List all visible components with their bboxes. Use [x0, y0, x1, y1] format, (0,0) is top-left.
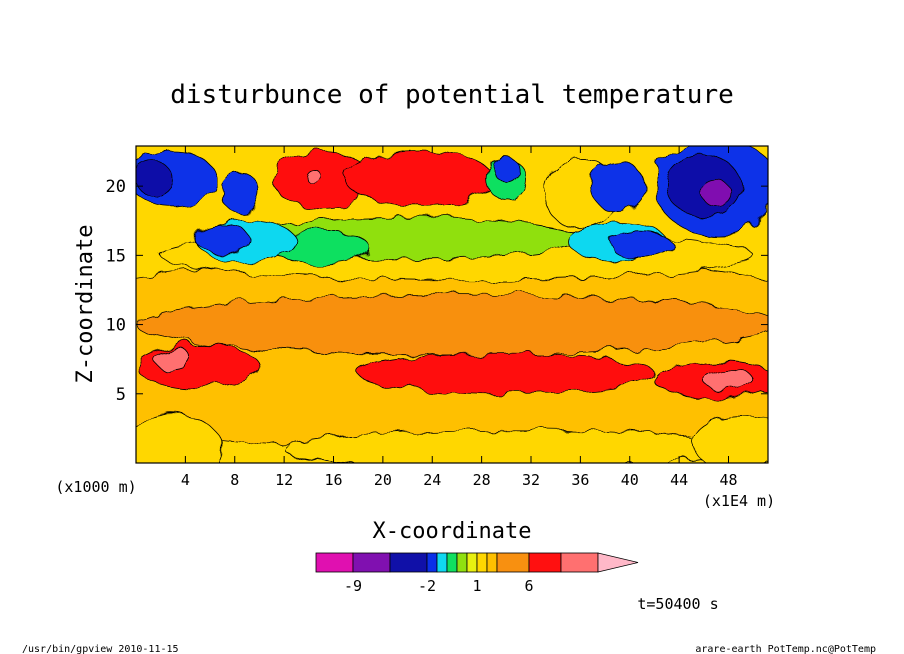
contour-region-18	[345, 151, 495, 208]
colorbar-tick-label: -9	[344, 577, 362, 595]
footer-program: /usr/bin/gpview 2010-11-15	[22, 644, 179, 654]
x-axis-label: X-coordinate	[373, 519, 532, 544]
colorbar-band	[466, 552, 478, 573]
contour-regions	[136, 146, 768, 463]
y-tick-label: 15	[106, 246, 126, 266]
contour-region-3	[136, 343, 260, 389]
x-tick-label: 48	[719, 471, 737, 489]
x-tick-label: 24	[423, 471, 441, 489]
x-tick-label: 28	[473, 471, 491, 489]
contour-region-15	[194, 224, 250, 253]
colorbar: -9 -2 1 6	[315, 552, 639, 595]
colorbar-band	[486, 552, 498, 573]
y-axis-label: Z-coordinate	[73, 225, 98, 384]
contour-region-19	[307, 170, 323, 186]
contour-region-8	[136, 414, 223, 463]
x-tick-label: 16	[324, 471, 342, 489]
contour-region-16	[610, 232, 674, 259]
time-label: t=50400 s	[637, 595, 718, 613]
colorbar-band	[315, 552, 354, 573]
colorbar-tick-label: 1	[472, 577, 481, 595]
x-unit-left: (x1000 m)	[55, 478, 136, 496]
x-tick-label: 32	[522, 471, 540, 489]
y-tick-label: 20	[106, 177, 126, 197]
colorbar-band	[496, 552, 530, 573]
x-axis-ticks: 4 8 12 16 20 24 28 32 36 40 44 48	[181, 146, 738, 489]
contour-region-2	[357, 353, 655, 393]
colorbar-band	[456, 552, 468, 573]
x-tick-label: 12	[275, 471, 293, 489]
contour-region-1	[136, 293, 768, 356]
contour-region-9	[691, 414, 768, 463]
colorbar-band	[446, 552, 458, 573]
contour-region-28	[700, 180, 732, 206]
x-tick-label: 36	[571, 471, 589, 489]
colorbar-band	[436, 552, 448, 573]
contour-region-6	[703, 368, 754, 392]
x-tick-label: 4	[181, 471, 190, 489]
colorbar-band	[426, 552, 438, 573]
colorbar-tick-label: 6	[524, 577, 533, 595]
colorbar-tick-label: -2	[418, 577, 436, 595]
colorbar-band	[352, 552, 391, 573]
y-tick-label: 10	[106, 316, 126, 336]
colorbar-band	[560, 552, 599, 573]
y-axis-ticks: 5 10 15 20	[106, 177, 768, 405]
footer-source: arare-earth_PotTemp.nc@PotTemp	[695, 644, 876, 654]
y-tick-label: 5	[116, 385, 126, 405]
contour-region-23	[220, 173, 262, 213]
contour-region-5	[154, 347, 192, 371]
x-unit-right: (x1E4 m)	[703, 492, 775, 510]
colorbar-arrow	[597, 552, 639, 573]
x-tick-label: 40	[621, 471, 639, 489]
chart-title: disturbunce of potential temperature	[170, 80, 734, 110]
x-tick-label: 20	[374, 471, 392, 489]
colorbar-band	[528, 552, 562, 573]
contour-region-22	[493, 156, 520, 183]
contour-region-25	[136, 162, 174, 197]
plot-frame	[135, 145, 769, 464]
colorbar-band	[389, 552, 428, 573]
colorbar-band	[476, 552, 488, 573]
x-tick-label: 8	[230, 471, 239, 489]
contour-region-29	[589, 160, 645, 212]
x-tick-label: 44	[670, 471, 688, 489]
